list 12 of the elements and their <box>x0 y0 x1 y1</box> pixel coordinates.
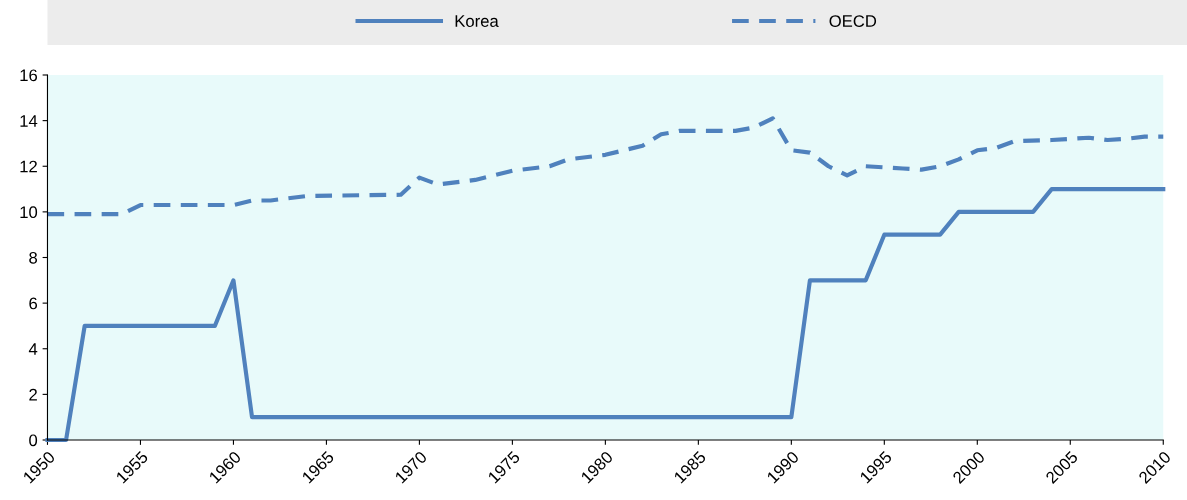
y-tick-label: 2 <box>29 388 37 401</box>
y-tick-label: 14 <box>20 115 38 127</box>
y-tick-label: 12 <box>20 160 37 173</box>
y-tick-label: 0 <box>29 434 38 447</box>
legend-label: OECD <box>829 15 877 27</box>
y-tick-label: 16 <box>20 69 38 82</box>
legend-label: Korea <box>455 15 499 27</box>
y-tick-label: 10 <box>20 206 38 219</box>
line-series <box>45 116 1166 217</box>
y-tick-label: 8 <box>29 251 38 264</box>
y-tick-label: 6 <box>29 297 38 310</box>
y-tick-label: 4 <box>28 343 38 355</box>
